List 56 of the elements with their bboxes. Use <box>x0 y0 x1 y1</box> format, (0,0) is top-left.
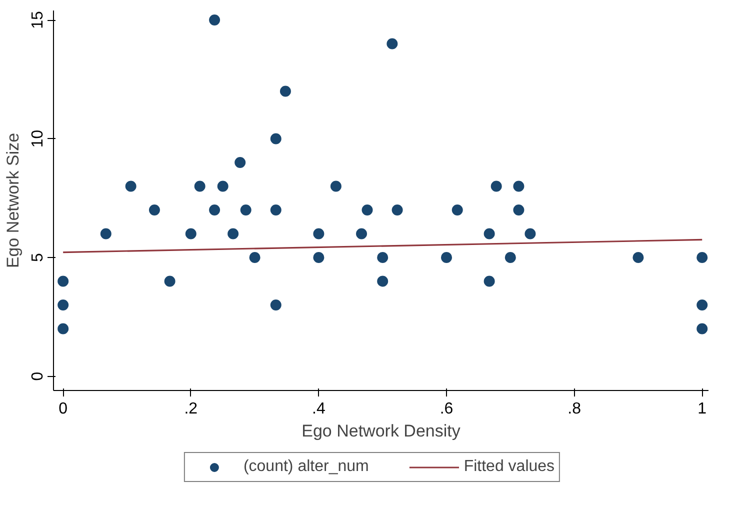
point <box>164 276 176 287</box>
x-tick-label: .4 <box>312 400 326 418</box>
point <box>58 323 69 334</box>
point <box>58 276 69 287</box>
point <box>504 252 516 263</box>
point <box>362 204 373 216</box>
point <box>441 252 452 263</box>
point <box>524 228 536 240</box>
point <box>270 204 282 216</box>
point <box>58 300 69 310</box>
point <box>209 14 220 26</box>
point <box>313 228 324 240</box>
point <box>696 252 708 263</box>
y-tick-label: 10 <box>30 130 46 148</box>
point <box>696 323 708 334</box>
point <box>513 204 524 216</box>
point <box>148 204 160 216</box>
point <box>194 180 206 192</box>
point <box>377 276 388 287</box>
point <box>234 157 246 168</box>
point <box>356 228 368 240</box>
x-tick-label: .2 <box>184 400 198 418</box>
point <box>313 252 324 263</box>
x-tick-label: 0 <box>58 400 68 418</box>
y-axis-title: Ego Network Size <box>4 132 22 268</box>
point <box>696 300 708 310</box>
point <box>386 38 398 50</box>
point <box>240 204 252 216</box>
point <box>484 228 495 240</box>
y-tick-label: 15 <box>30 11 46 29</box>
point <box>270 133 282 144</box>
point <box>377 252 388 263</box>
point <box>330 180 342 192</box>
point <box>484 276 495 287</box>
point <box>392 204 403 216</box>
point <box>249 252 260 263</box>
point <box>513 180 524 192</box>
legend-label: Fitted values <box>464 458 555 476</box>
x-axis-title: Ego Network Density <box>302 422 461 440</box>
point <box>209 204 220 216</box>
point <box>632 252 644 263</box>
point <box>125 180 136 192</box>
point <box>217 180 228 192</box>
legend-label: (count) alter_num <box>243 458 369 476</box>
point <box>100 228 112 240</box>
point <box>452 204 463 216</box>
point <box>280 86 291 97</box>
point <box>270 300 282 310</box>
x-tick-label: 1 <box>698 400 707 418</box>
point <box>185 228 196 240</box>
point <box>490 180 502 192</box>
y-tick-label: 0 <box>30 372 46 381</box>
point <box>228 228 239 240</box>
y-tick-label: 5 <box>30 252 46 262</box>
x-tick-label: .8 <box>568 400 582 418</box>
x-tick-label: .6 <box>440 400 454 418</box>
